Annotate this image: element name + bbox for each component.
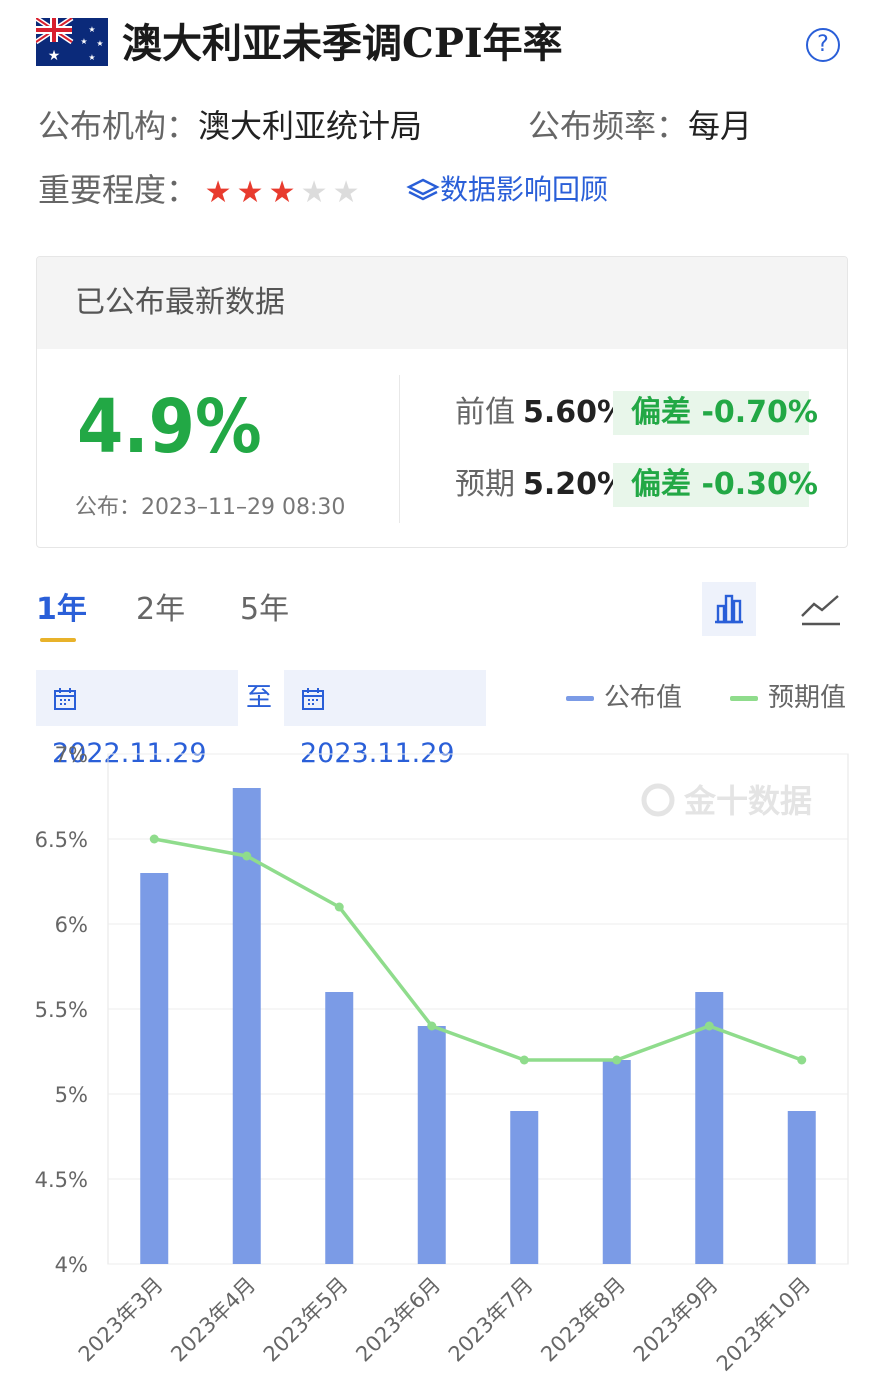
forecast-point	[149, 834, 159, 844]
tab-2-years[interactable]: 2年	[136, 592, 186, 627]
y-tick-label: 6%	[55, 913, 88, 937]
forecast-deviation: 偏差 -0.30%	[613, 463, 818, 507]
forecast-point	[519, 1055, 529, 1065]
x-tick-label: 2023年9月	[629, 1273, 723, 1367]
latest-value: 4.9%	[77, 384, 262, 470]
previous-value: 5.60%	[523, 395, 628, 430]
calendar-icon	[302, 687, 324, 710]
frequency-value: 每月	[688, 107, 753, 145]
australia-flag-icon: ★ ★ ★ ★ ★	[36, 18, 108, 66]
frequency: 公布频率：每月	[528, 106, 752, 146]
active-tab-indicator	[40, 638, 76, 642]
forecast-row: 预期 5.20% 偏差 -0.30%	[455, 463, 818, 507]
legend-forecast-swatch	[730, 696, 758, 701]
bar-actual	[602, 1060, 631, 1264]
forecast-point	[797, 1055, 807, 1065]
range-separator: 至	[246, 683, 273, 713]
data-impact-review-link[interactable]: 数据影响回顾	[406, 170, 608, 210]
previous-label: 前值	[455, 395, 515, 430]
forecast-line	[153, 837, 803, 1062]
end-date-picker[interactable]: 2023.11.29	[284, 670, 486, 769]
bar-chart-icon	[715, 594, 743, 624]
svg-text:★: ★	[48, 48, 61, 64]
range-tabs: 1年 2年 5年	[36, 582, 848, 648]
card-heading: 已公布最新数据	[37, 257, 847, 349]
x-tick-label: 2023年5月	[259, 1273, 353, 1367]
x-tick-label: 2023年4月	[166, 1273, 260, 1367]
bar-chart-toggle[interactable]	[702, 582, 756, 636]
cpi-chart: 7%6.5%6%5.5%5%4.5%4%金十数据2023年3月2023年4月20…	[35, 743, 849, 1376]
line-chart-toggle[interactable]	[794, 582, 848, 636]
y-tick-label: 6.5%	[35, 828, 88, 852]
bar-actual	[695, 992, 724, 1264]
x-tick-label: 2023年3月	[74, 1273, 168, 1367]
review-link-label: 数据影响回顾	[440, 173, 609, 206]
header: ★ ★ ★ ★ ★ 澳大利亚未季调CPI年率 ?	[36, 14, 848, 76]
watermark: 金十数据	[683, 782, 812, 820]
frequency-label: 公布频率：	[528, 107, 689, 145]
layers-icon	[406, 178, 440, 201]
forecast-point	[242, 851, 252, 861]
publisher-value: 澳大利亚统计局	[198, 107, 423, 145]
bar-actual	[510, 1111, 539, 1264]
legend-actual-label: 公布值	[604, 683, 683, 713]
bar-actual	[232, 788, 261, 1264]
bar-actual	[787, 1111, 816, 1264]
previous-deviation: 偏差 -0.70%	[613, 391, 818, 435]
forecast-point	[427, 1021, 437, 1031]
legend-forecast: 预期值	[730, 670, 846, 726]
svg-text:★: ★	[88, 53, 95, 62]
bar-actual	[417, 1026, 446, 1264]
y-tick-label: 5.5%	[35, 998, 88, 1022]
y-tick-label: 4%	[55, 1253, 88, 1277]
page-title: 澳大利亚未季调CPI年率	[122, 20, 563, 67]
help-icon[interactable]: ?	[806, 28, 840, 62]
importance-label: 重要程度：	[38, 171, 199, 209]
x-tick-label: 2023年6月	[351, 1273, 445, 1367]
star-icon: ★	[332, 175, 360, 210]
svg-text:★: ★	[96, 39, 103, 48]
x-tick-label: 2023年10月	[712, 1273, 815, 1376]
latest-data-card: 已公布最新数据 4.9% 公布：2023–11–29 08:30 前值 5.60%…	[36, 256, 848, 548]
meta-row-publisher: 公布机构：澳大利亚统计局 公布频率：每月	[38, 106, 752, 146]
bar-actual	[325, 992, 354, 1264]
forecast-point	[612, 1055, 622, 1065]
previous-row: 前值 5.60% 偏差 -0.70%	[455, 391, 818, 435]
x-tick-label: 2023年8月	[536, 1273, 630, 1367]
y-tick-label: 7%	[55, 743, 88, 767]
meta-row-importance: 重要程度： ★ ★ ★ ★ ★ 数据影响回顾	[38, 170, 608, 213]
bar-actual	[140, 873, 169, 1264]
legend-actual-swatch	[566, 696, 594, 701]
publisher-label: 公布机构：	[38, 107, 199, 145]
y-tick-label: 4.5%	[35, 1168, 88, 1192]
forecast-point	[334, 902, 344, 912]
forecast-point	[704, 1021, 714, 1031]
legend-forecast-label: 预期值	[768, 683, 847, 713]
importance-stars: ★ ★ ★ ★ ★	[202, 171, 362, 213]
forecast-value: 5.20%	[523, 467, 628, 502]
star-icon: ★	[300, 175, 328, 210]
watermark-logo-icon	[641, 783, 675, 817]
calendar-icon	[54, 687, 76, 710]
tab-1-year[interactable]: 1年	[36, 592, 87, 627]
line-chart-icon	[801, 595, 840, 626]
star-icon: ★	[236, 175, 264, 210]
divider	[399, 375, 400, 523]
y-tick-label: 5%	[55, 1083, 88, 1107]
legend-actual: 公布值	[566, 670, 682, 726]
star-icon: ★	[204, 175, 232, 210]
x-tick-label: 2023年7月	[444, 1273, 538, 1367]
tab-5-years[interactable]: 5年	[240, 592, 290, 627]
forecast-label: 预期	[455, 467, 515, 502]
published-time: 公布：2023–11–29 08:30	[75, 495, 346, 520]
svg-text:★: ★	[80, 37, 87, 46]
start-date-picker[interactable]: 2022.11.29	[36, 670, 238, 769]
date-range-row: 2022.11.29 至 2023.11.29 公布值 预期值	[36, 670, 848, 769]
star-icon: ★	[268, 175, 296, 210]
svg-text:★: ★	[88, 25, 95, 34]
